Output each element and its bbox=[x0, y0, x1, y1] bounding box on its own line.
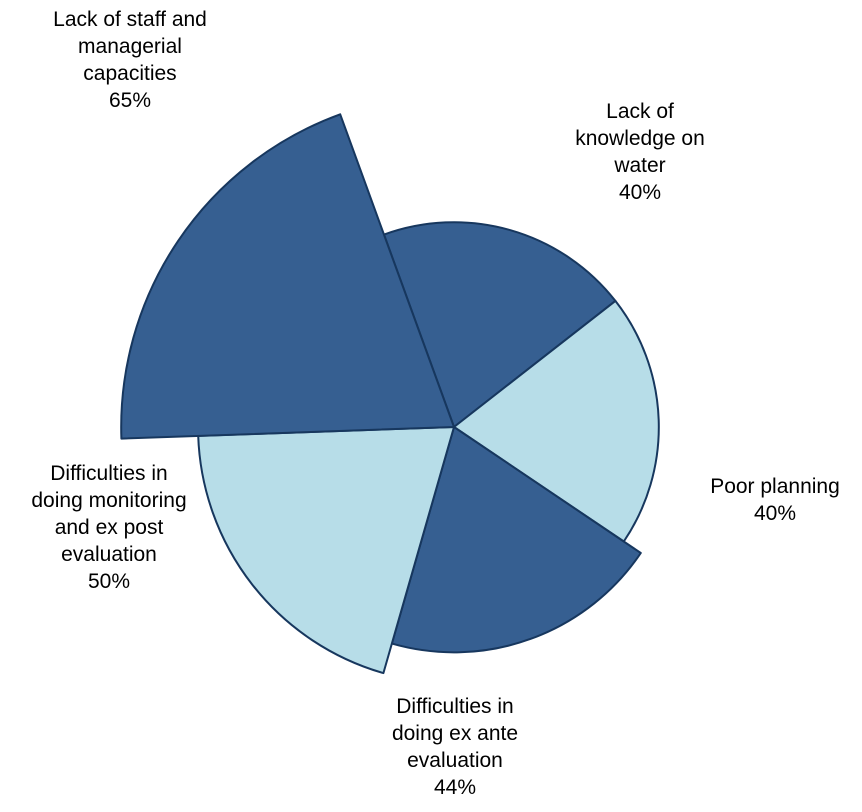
label-line: doing monitoring bbox=[31, 489, 187, 512]
label-line: evaluation bbox=[407, 749, 503, 772]
label-line: knowledge on bbox=[575, 127, 705, 150]
label-line: water bbox=[614, 154, 666, 177]
label-line: Difficulties in bbox=[50, 462, 168, 485]
label-line: Poor planning bbox=[710, 475, 840, 498]
slice-5 bbox=[120, 113, 455, 440]
value-label: 65% bbox=[108, 89, 152, 112]
label-line: and ex post bbox=[54, 516, 164, 539]
label-line: Difficulties in bbox=[396, 695, 514, 718]
label-ex-ante: Difficulties in doing ex ante evaluation… bbox=[355, 693, 555, 801]
label-line: Lack of bbox=[606, 100, 674, 123]
value-label: 40% bbox=[753, 502, 797, 525]
label-poor-planning: Poor planning 40% bbox=[690, 473, 860, 527]
label-monitoring-ex-post: Difficulties in doing monitoring and ex … bbox=[2, 460, 216, 595]
label-line: managerial bbox=[78, 35, 182, 58]
label-line: capacities bbox=[83, 62, 177, 85]
chart-slices bbox=[120, 113, 660, 675]
value-label: 50% bbox=[87, 570, 131, 593]
label-line: evaluation bbox=[61, 543, 157, 566]
slice-4 bbox=[197, 426, 455, 675]
value-label: 40% bbox=[618, 181, 662, 204]
label-line: doing ex ante bbox=[391, 722, 519, 745]
label-lack-of-staff: Lack of staff and managerial capacities … bbox=[20, 6, 240, 114]
slice-1 bbox=[383, 221, 617, 428]
value-label: 44% bbox=[433, 776, 477, 799]
label-line: Lack of staff and bbox=[53, 8, 207, 31]
slice-3 bbox=[390, 426, 642, 654]
slice-2 bbox=[453, 299, 660, 543]
label-lack-of-knowledge: Lack of knowledge on water 40% bbox=[540, 98, 740, 206]
